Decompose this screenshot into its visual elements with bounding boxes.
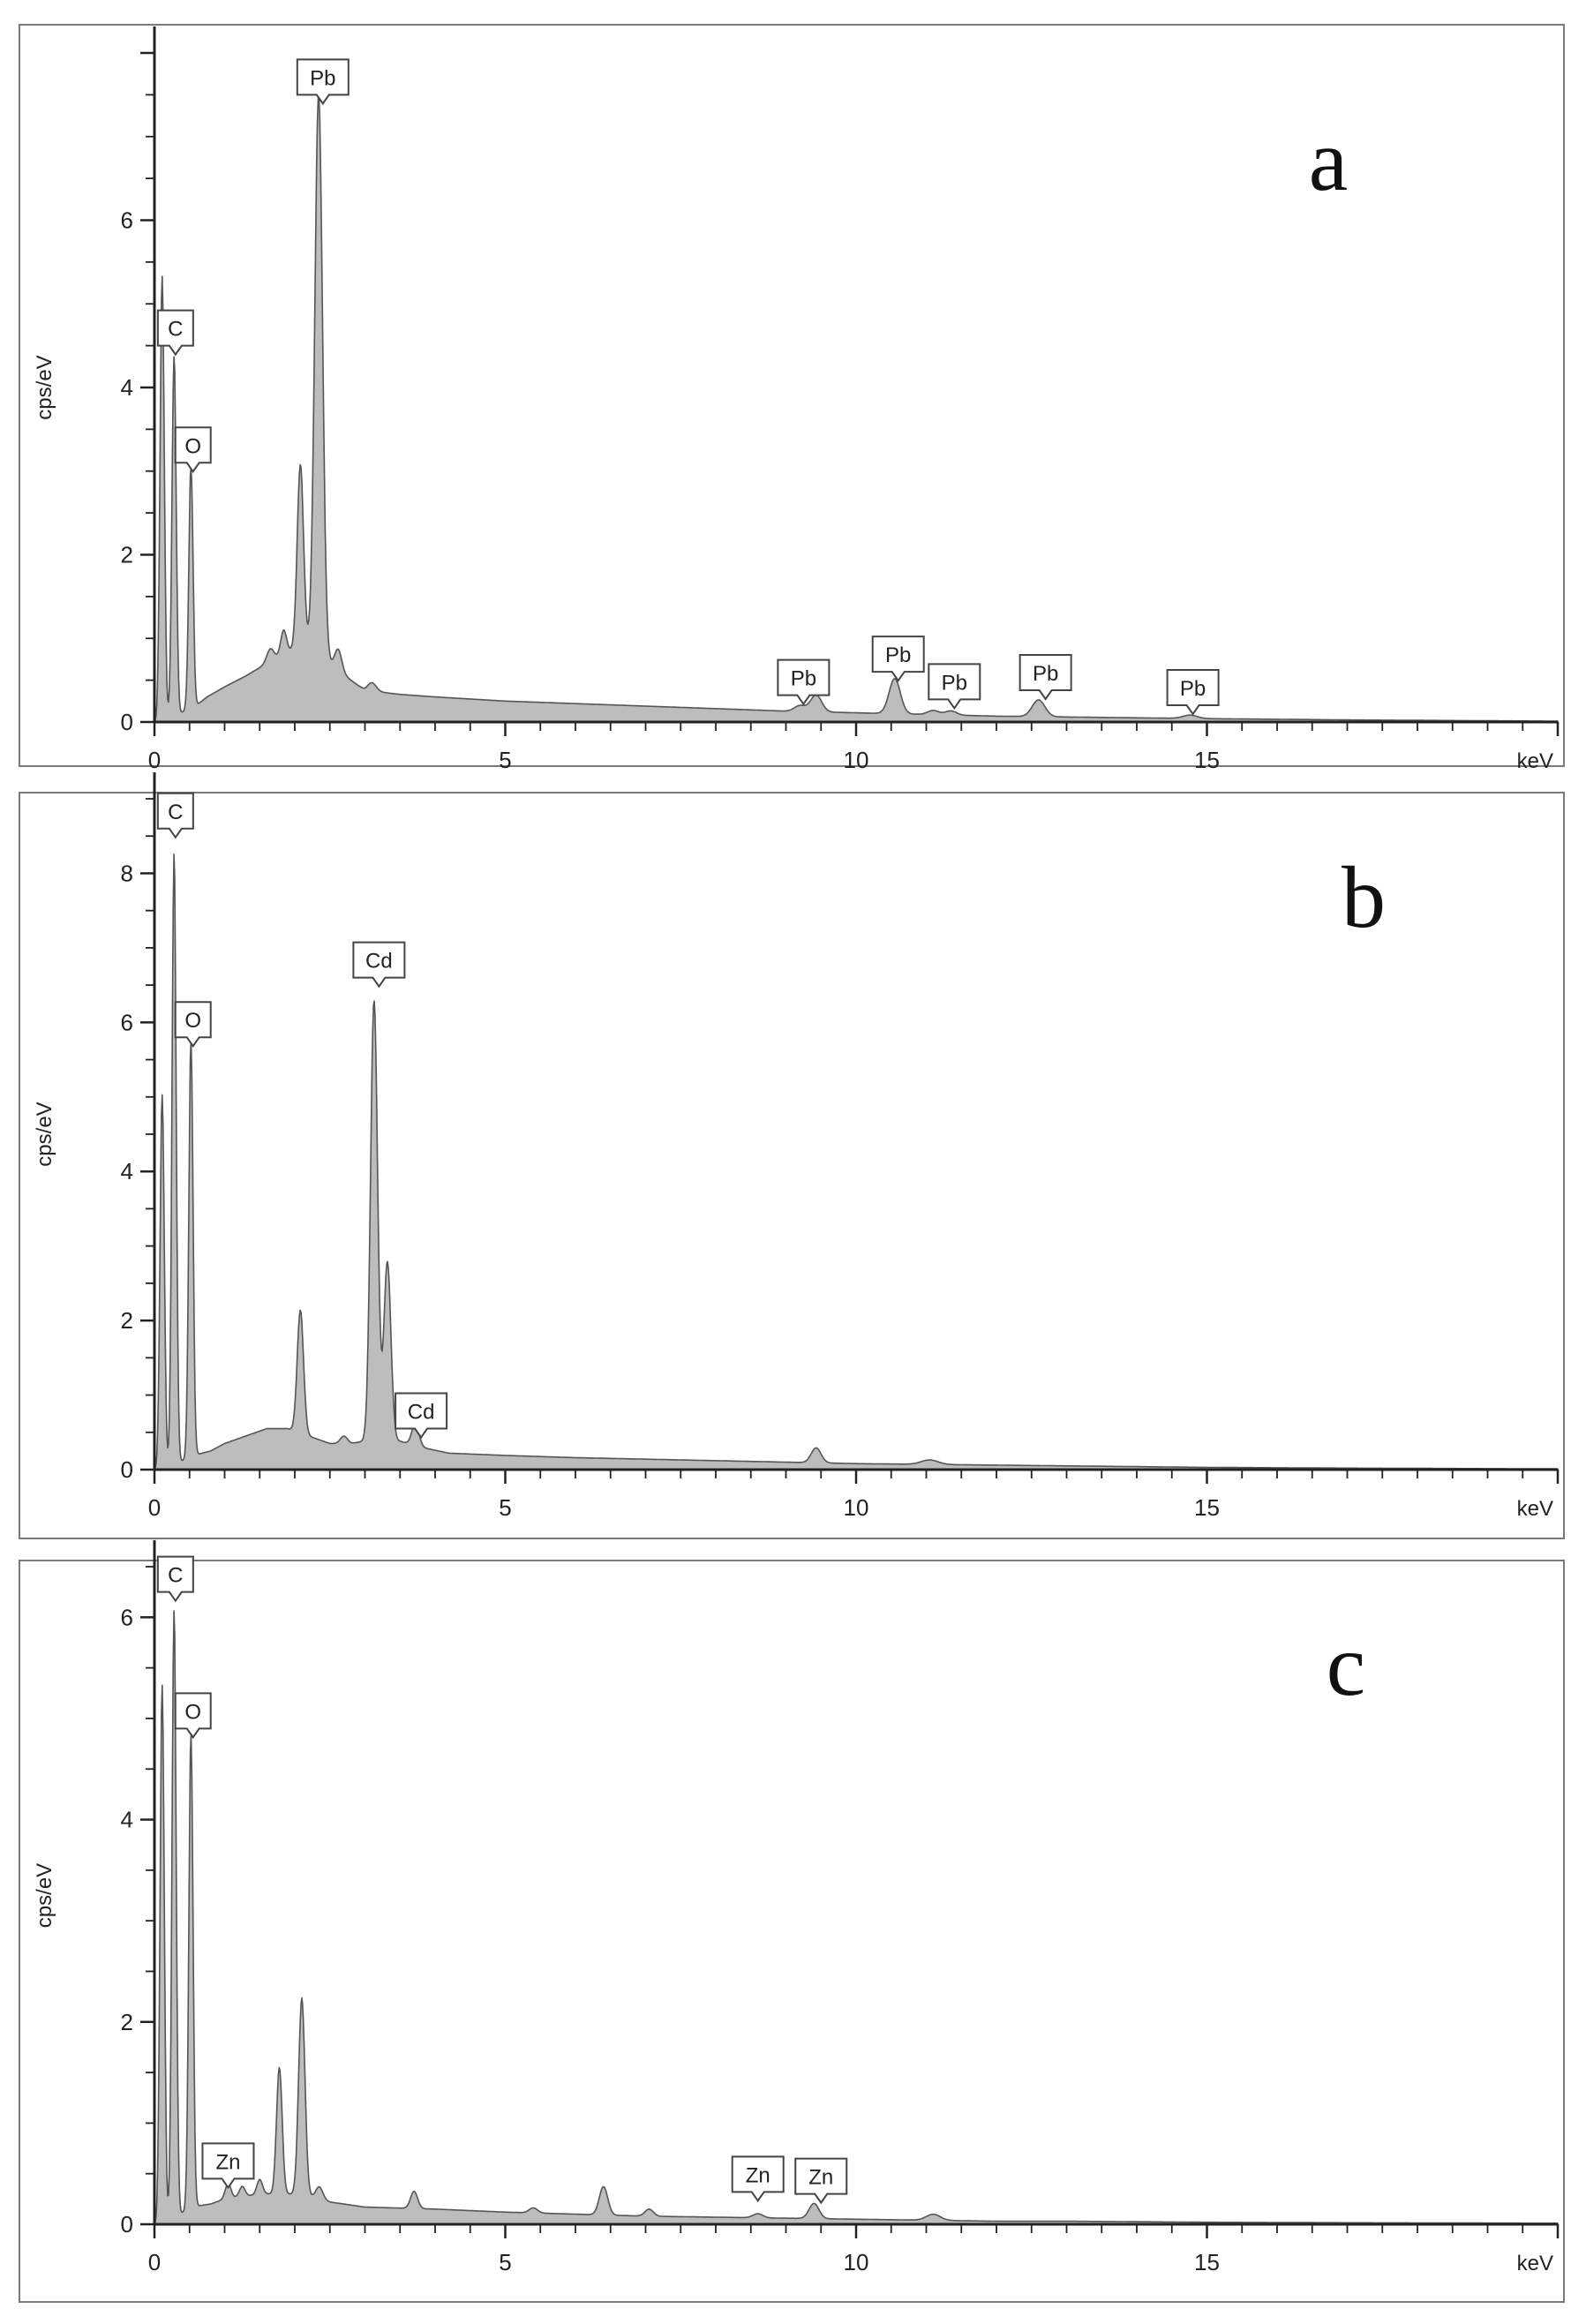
y-tick-label: 6 (121, 1009, 133, 1035)
peak-label-text: Zn (808, 2166, 833, 2190)
peak-label-box (174, 426, 212, 474)
x-tick-label: 15 (1194, 747, 1220, 773)
peak-label-o: O (174, 1692, 212, 1740)
x-tick-label: 10 (844, 747, 869, 773)
peak-label-zn: Zn (201, 2142, 255, 2190)
x-tick-label: 5 (499, 2249, 511, 2275)
panel-frame (19, 24, 1565, 767)
peak-label-cd: Cd (352, 941, 406, 989)
panel-frame (19, 792, 1565, 1539)
peak-label-cd: Cd (395, 1392, 448, 1440)
peak-label-text: Pb (310, 66, 335, 90)
peak-label-box (156, 309, 194, 357)
spectrum-panel-c: 0 5 10 15 0 2 4 6 cps/eV keV C O Zn Zn Zn c (19, 1540, 1565, 2303)
y-tick-label: 6 (121, 1604, 133, 1630)
x-tick-label: 15 (1194, 1494, 1220, 1521)
y-tick-label: 2 (121, 542, 133, 568)
peak-label-box (174, 1001, 212, 1048)
peak-label-text: C (168, 801, 183, 824)
peak-label-pb: Pb (1166, 669, 1220, 716)
x-axis-label: keV (1517, 2252, 1553, 2275)
peak-label-text: O (184, 434, 201, 458)
x-tick-label: 15 (1194, 2249, 1220, 2275)
peak-label-text: C (168, 1564, 183, 1588)
y-tick-label: 6 (121, 207, 133, 234)
spectrum-area (154, 854, 1559, 1470)
x-tick-label: 5 (499, 747, 511, 773)
peak-label-pb: Pb (777, 658, 831, 706)
peak-label-text: O (184, 1700, 201, 1724)
peak-label-text: Pb (885, 643, 911, 667)
peak-label-pb: Pb (1018, 653, 1072, 701)
y-tick-label: 0 (121, 709, 133, 735)
panel-letter: b (1342, 848, 1386, 946)
y-axis-label: cps/eV (33, 1863, 56, 1928)
peak-label-box (156, 1555, 194, 1603)
peak-label-box (777, 658, 831, 706)
spectrum-area (154, 95, 1559, 723)
y-tick-label: 4 (121, 374, 133, 401)
x-axis-label: keV (1517, 1497, 1553, 1521)
y-tick-label: 2 (121, 2009, 133, 2035)
y-tick-label: 2 (121, 1307, 133, 1334)
peak-label-box (296, 58, 350, 106)
y-tick-label: 8 (121, 860, 133, 886)
y-tick-label: 0 (121, 2211, 133, 2238)
y-axis-label: cps/eV (33, 355, 56, 419)
peak-label-text: Cd (408, 1401, 435, 1425)
peak-label-o: O (174, 1001, 212, 1048)
panel-letter: c (1327, 1616, 1365, 1714)
peak-label-box (794, 2157, 848, 2205)
peak-label-box (1166, 669, 1220, 716)
peak-label-box (395, 1392, 448, 1440)
y-tick-label: 4 (121, 1158, 133, 1185)
peak-label-c: C (156, 1555, 194, 1603)
peak-label-box (201, 2142, 255, 2190)
peak-label-text: Pb (1180, 677, 1206, 701)
spectrum-panel-b: 0 5 10 15 0 2 4 6 8 cps/eV keV C O Cd Cd b (19, 772, 1565, 1539)
peak-label-text: Cd (365, 950, 393, 974)
peak-label-box (928, 663, 981, 711)
peak-label-text: Pb (1033, 662, 1058, 686)
peak-label-c: C (156, 309, 194, 357)
peak-label-text: C (168, 318, 183, 342)
peak-label-text: Pb (942, 671, 967, 695)
peak-label-zn: Zn (794, 2157, 848, 2205)
peak-label-o: O (174, 426, 212, 474)
y-tick-label: 0 (121, 1456, 133, 1483)
peak-label-pb: Pb (928, 663, 981, 711)
panel-letter: a (1309, 111, 1348, 209)
y-tick-label: 4 (121, 1807, 133, 1833)
peak-label-box (352, 941, 406, 989)
x-tick-label: 5 (499, 1494, 511, 1521)
x-tick-label: 0 (148, 2249, 161, 2275)
peak-label-text: O (184, 1009, 201, 1033)
x-tick-label: 0 (148, 1494, 161, 1521)
x-axis-label: keV (1517, 749, 1553, 773)
peak-label-c: C (156, 792, 194, 839)
peak-label-box (871, 636, 925, 682)
peak-label-text: Zn (215, 2150, 240, 2174)
peak-label-text: Zn (746, 2163, 770, 2187)
peak-label-pb: Pb (296, 58, 350, 106)
x-tick-label: 0 (148, 747, 161, 773)
x-tick-label: 10 (844, 1494, 869, 1521)
peak-label-zn: Zn (731, 2155, 785, 2203)
peak-label-text: Pb (791, 667, 816, 691)
peak-label-box (174, 1692, 212, 1740)
spectra-panels: 0 5 10 15 0 2 4 6 cps/eV keV C O Pb Pb Pb Pb Pb Pb a 0 5 10 15… (19, 24, 1565, 2303)
peak-label-box (731, 2155, 785, 2203)
peak-label-pb: Pb (871, 636, 925, 682)
y-axis-label: cps/eV (33, 1102, 56, 1166)
spectrum-panel-a: 0 5 10 15 0 2 4 6 cps/eV keV C O Pb Pb Pb Pb Pb Pb a (19, 24, 1565, 773)
peak-label-box (1018, 653, 1072, 701)
x-tick-label: 10 (844, 2249, 869, 2275)
peak-label-box (156, 792, 194, 839)
spectrum-area (154, 1610, 1559, 2225)
